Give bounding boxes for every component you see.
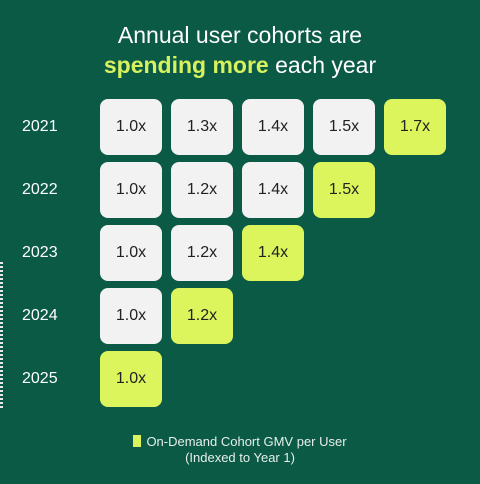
title-line-2-rest: each year [268, 52, 377, 78]
cell-2025-year-1: 1.0x [100, 351, 162, 407]
cell-2024-year-1: 1.0x [100, 288, 162, 344]
cell-2022-year-4: 1.5x [313, 162, 375, 218]
row-label-2021: 2021 [22, 118, 58, 135]
cell-2024-year-2: 1.2x [171, 288, 233, 344]
cell-2023-year-1: 1.0x [100, 225, 162, 281]
cell-2021-year-5: 1.7x [384, 99, 446, 155]
title-line-1: Annual user cohorts are [117, 22, 363, 48]
cell-2021-year-4: 1.5x [313, 99, 375, 155]
row-label-2023: 2023 [22, 244, 58, 261]
cell-2023-year-3: 1.4x [242, 225, 304, 281]
cell-2021-year-3: 1.4x [242, 99, 304, 155]
cell-2022-year-3: 1.4x [242, 162, 304, 218]
title-line-2: spending more each year [0, 50, 480, 80]
title-highlight: spending more [103, 52, 269, 78]
legend-label: On-Demand Cohort GMV per User [146, 434, 347, 449]
row-label-2022: 2022 [22, 181, 58, 198]
cell-2022-year-1: 1.0x [100, 162, 162, 218]
legend-line-2: (Indexed to Year 1) [185, 450, 295, 465]
legend-swatch [133, 435, 142, 447]
cell-2023-year-2: 1.2x [171, 225, 233, 281]
cell-2021-year-2: 1.3x [171, 99, 233, 155]
legend-line-1: On-Demand Cohort GMV per User [0, 434, 480, 450]
chart-title: Annual user cohorts are spending more ea… [0, 20, 480, 80]
cell-2021-year-1: 1.0x [100, 99, 162, 155]
row-label-2024: 2024 [22, 307, 58, 324]
edge-decoration [0, 262, 3, 408]
cell-2022-year-2: 1.2x [171, 162, 233, 218]
row-label-2025: 2025 [22, 370, 58, 387]
legend: On-Demand Cohort GMV per User (Indexed t… [0, 434, 480, 466]
